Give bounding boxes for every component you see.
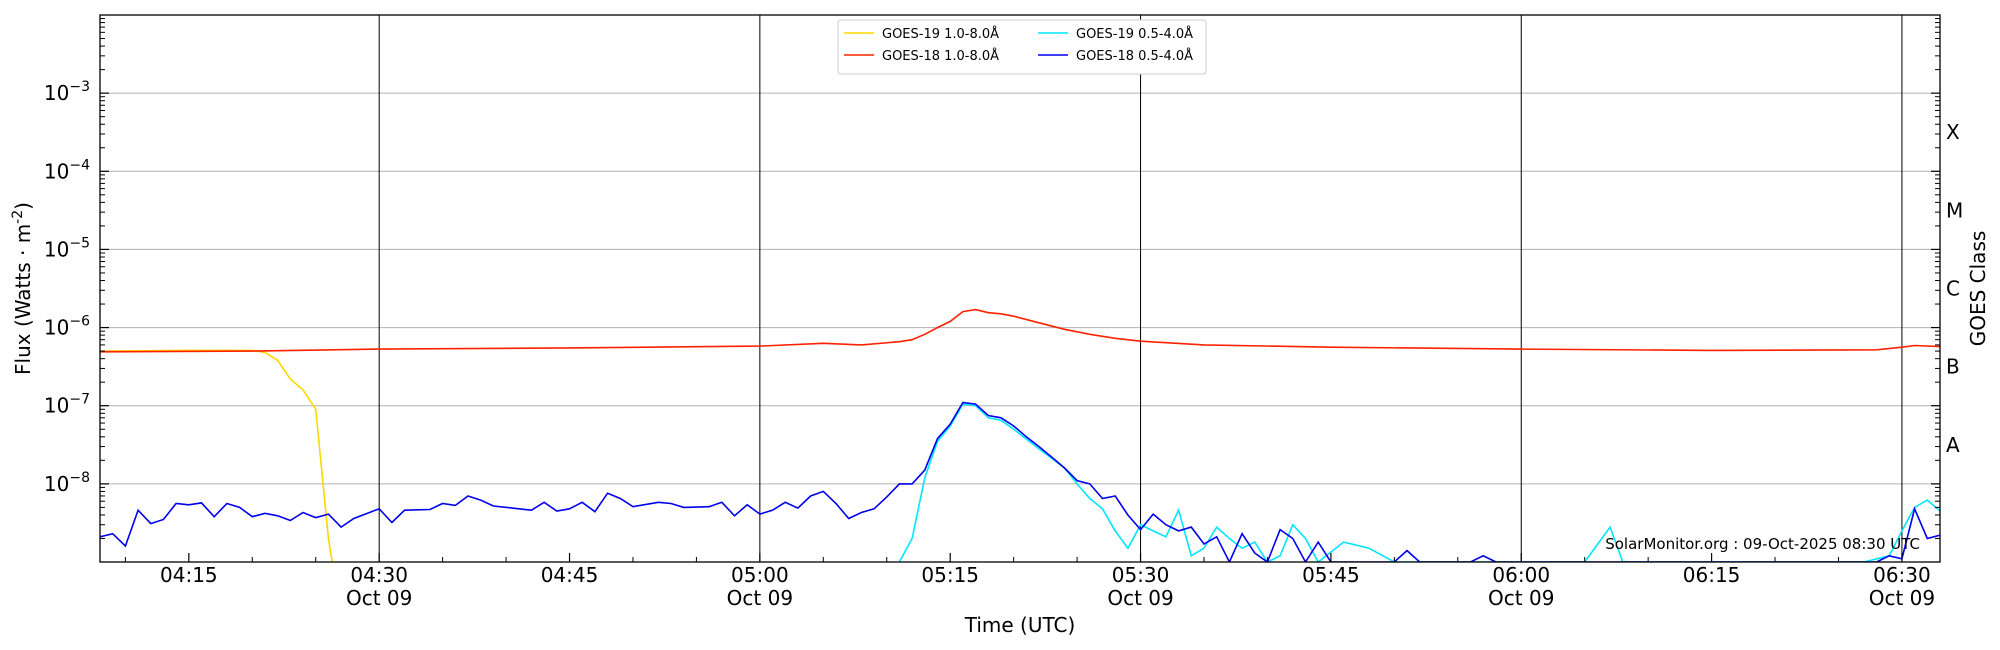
y-tick-base: 10	[44, 472, 69, 496]
goes-class-label: C	[1946, 277, 1960, 301]
x-tick-label: 05:30	[1112, 563, 1170, 587]
y-tick-label: 10−8	[44, 470, 90, 496]
goes-class-label: A	[1946, 433, 1960, 457]
goes-class-label: X	[1946, 120, 1960, 144]
goes-class-axis-title: GOES Class	[1966, 231, 1990, 347]
x-tick-label: 06:30	[1873, 563, 1931, 587]
plot-frame	[99, 14, 1941, 563]
vertical-lines	[378, 15, 1903, 562]
x-tick-date-label: Oct 09	[727, 586, 793, 610]
x-tick-date-label: Oct 09	[1107, 586, 1173, 610]
x-tick-date-label: Oct 09	[1488, 586, 1554, 610]
y-tick-base: 10	[44, 81, 69, 105]
goes-class-label: M	[1946, 198, 1963, 222]
y-tick-exponent: −5	[69, 235, 90, 251]
x-tick-label: 05:00	[731, 563, 789, 587]
legend-label: GOES-19 0.5-4.0Å	[1076, 26, 1193, 42]
y-tick-exponent: −8	[69, 470, 90, 486]
legend-label: GOES-19 1.0-8.0Å	[882, 26, 999, 42]
legend-box	[837, 19, 1207, 75]
y-tick-base: 10	[44, 316, 69, 340]
goes-class-label: B	[1946, 355, 1960, 379]
y-tick-base: 10	[44, 159, 69, 183]
y-tick-label: 10−3	[44, 79, 90, 105]
legend: GOES-19 1.0-8.0Å GOES-19 0.5-4.0Å GOES-18 …	[837, 19, 1207, 75]
y-tick-label: 10−5	[44, 235, 90, 261]
y-axis-title-close: )	[11, 202, 35, 210]
series-line-goes-18-1-0-8-0	[100, 308, 1940, 353]
x-tick-label: 04:15	[160, 563, 218, 587]
y-tick-label: 10−6	[44, 314, 90, 340]
y-tick-exponent: −3	[69, 79, 90, 95]
x-tick-label: 04:30	[350, 563, 408, 587]
x-tick-label: 05:15	[921, 563, 979, 587]
legend-label: GOES-18 1.0-8.0Å	[882, 48, 999, 64]
y-tick-label: 10−4	[44, 157, 90, 183]
series-line-goes-19-1-0-8-0	[100, 349, 333, 562]
grid-layer	[100, 92, 1940, 485]
x-tick-label: 05:45	[1302, 563, 1360, 587]
legend-label: GOES-18 0.5-4.0Å	[1076, 48, 1193, 64]
y-axis-title-main: Flux (Watts · m	[11, 224, 35, 375]
y-tick-base: 10	[44, 237, 69, 261]
y-tick-base: 10	[44, 394, 69, 418]
series-line-goes-19-0-5-4-0	[898, 403, 1940, 562]
x-tick-label: 06:15	[1683, 563, 1741, 587]
y-tick-exponent: −7	[69, 392, 90, 408]
x-axis-title: Time (UTC)	[964, 613, 1076, 637]
tick-layer	[100, 18, 1940, 562]
series-layer	[100, 308, 1940, 562]
y-axis-title-exponent: -2	[10, 210, 26, 224]
x-tick-label: 04:45	[541, 563, 599, 587]
y-tick-exponent: −4	[69, 157, 90, 173]
y-axis-title: Flux (Watts · m-2)	[10, 202, 35, 375]
x-tick-date-label: Oct 09	[346, 586, 412, 610]
watermark-text: SolarMonitor.org : 09-Oct-2025 08:30 UTC	[1605, 535, 1920, 553]
series-line-goes-18-0-5-4-0	[100, 401, 1940, 562]
x-tick-label: 06:00	[1492, 563, 1550, 587]
y-tick-label: 10−7	[44, 392, 90, 418]
x-tick-date-label: Oct 09	[1869, 586, 1935, 610]
y-tick-exponent: −6	[69, 314, 90, 330]
